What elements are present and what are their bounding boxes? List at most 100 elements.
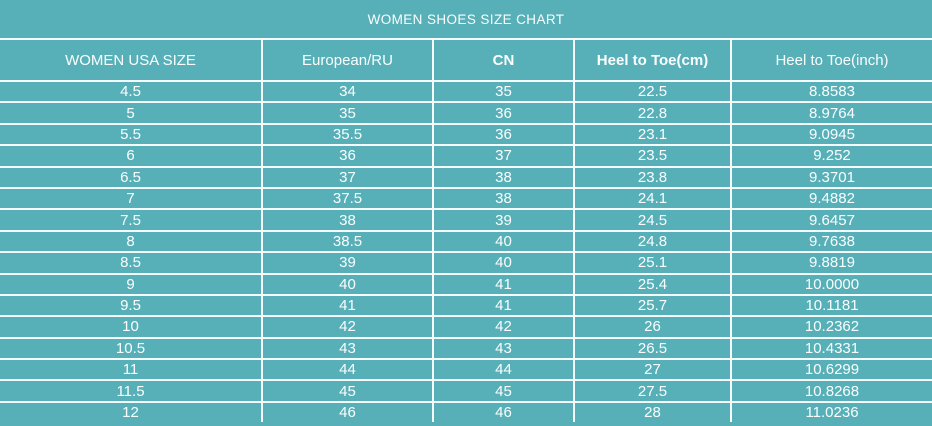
table-cell: 7.5 [0,208,263,232]
table-cell: 40 [432,251,575,275]
table-cell: 10.1181 [730,293,932,318]
table-cell: 8.5 [0,251,263,275]
table-cell: 10 [0,315,263,339]
column-header: Heel to Toe(inch) [730,38,932,82]
table-cell: 25.7 [573,293,732,318]
table-cell: 42 [261,315,434,339]
table-cell: 37 [261,165,434,189]
table-cell: 7 [0,186,263,211]
table-cell: 27.5 [573,379,732,403]
table-cell: 8.9764 [730,101,932,125]
table-cell: 38 [261,208,434,232]
table-cell: 43 [261,336,434,361]
table-row: 11 44 44 27 10.6299 [0,358,932,382]
table-cell: 10.0000 [730,272,932,296]
table-cell: 5 [0,101,263,125]
table-cell: 23.1 [573,122,732,147]
table-cell: 10.6299 [730,358,932,382]
column-header: CN [432,38,575,82]
table-cell: 8.8583 [730,79,932,104]
table-cell: 4.5 [0,79,263,104]
table-cell: 44 [432,358,575,382]
table-cell: 11 [0,358,263,382]
table-row: 4.5 34 35 22.5 8.8583 [0,79,932,104]
table-cell: 9.4882 [730,186,932,211]
table-cell: 10.8268 [730,379,932,403]
table-cell: 26.5 [573,336,732,361]
header-row: WOMEN USA SIZE European/RU CN Heel to Toe(c… [0,38,932,82]
table-cell: 12 [0,400,263,423]
table-cell: 10.4331 [730,336,932,361]
table-cell: 9.6457 [730,208,932,232]
table-cell: 36 [261,144,434,168]
table-cell: 9.3701 [730,165,932,189]
table-cell: 38.5 [261,229,434,254]
table-cell: 6 [0,144,263,168]
table-cell: 41 [261,293,434,318]
size-table: WOMEN USA SIZE European/RU CN Heel to Toe(c… [0,38,932,423]
table-cell: 10.5 [0,336,263,361]
table-row: 5.5 35.5 36 23.1 9.0945 [0,122,932,147]
column-header: Heel to Toe(cm) [573,38,732,82]
table-cell: 36 [432,122,575,147]
table-cell: 27 [573,358,732,382]
table-cell: 34 [261,79,434,104]
table-cell: 37 [432,144,575,168]
table-cell: 9.5 [0,293,263,318]
table-cell: 46 [261,400,434,423]
table-row: 11.5 45 45 27.5 10.8268 [0,379,932,403]
table-row: 9.5 41 41 25.7 10.1181 [0,293,932,318]
table-row: 5 35 36 22.8 8.9764 [0,101,932,125]
column-header: WOMEN USA SIZE [0,38,263,82]
table-cell: 40 [261,272,434,296]
table-cell: 10.2362 [730,315,932,339]
table-row: 7.5 38 39 24.5 9.6457 [0,208,932,232]
table-row: 6 36 37 23.5 9.252 [0,144,932,168]
table-cell: 11.5 [0,379,263,403]
table-cell: 9.8819 [730,251,932,275]
table-cell: 24.5 [573,208,732,232]
table-cell: 9.252 [730,144,932,168]
table-cell: 9 [0,272,263,296]
table-cell: 36 [432,101,575,125]
table-cell: 37.5 [261,186,434,211]
table-cell: 9.0945 [730,122,932,147]
chart-title: WOMEN SHOES SIZE CHART [367,11,565,27]
table-cell: 41 [432,272,575,296]
table-cell: 35 [432,79,575,104]
table-row: 10.5 43 43 26.5 10.4331 [0,336,932,361]
table-row: 6.5 37 38 23.8 9.3701 [0,165,932,189]
table-cell: 23.5 [573,144,732,168]
table-cell: 38 [432,186,575,211]
table-cell: 39 [432,208,575,232]
table-cell: 25.4 [573,272,732,296]
table-row: 10 42 42 26 10.2362 [0,315,932,339]
table-cell: 24.8 [573,229,732,254]
table-cell: 11.0236 [730,400,932,423]
table-cell: 25.1 [573,251,732,275]
table-row: 9 40 41 25.4 10.0000 [0,272,932,296]
table-cell: 39 [261,251,434,275]
table-cell: 40 [432,229,575,254]
table-cell: 5.5 [0,122,263,147]
table-cell: 6.5 [0,165,263,189]
table-cell: 38 [432,165,575,189]
table-cell: 43 [432,336,575,361]
table-cell: 8 [0,229,263,254]
table-cell: 26 [573,315,732,339]
column-header: European/RU [261,38,434,82]
table-cell: 46 [432,400,575,423]
table-cell: 9.7638 [730,229,932,254]
table-cell: 45 [432,379,575,403]
table-cell: 35 [261,101,434,125]
table-cell: 41 [432,293,575,318]
table-row: 8 38.5 40 24.8 9.7638 [0,229,932,254]
table-row: 7 37.5 38 24.1 9.4882 [0,186,932,211]
table-cell: 23.8 [573,165,732,189]
table-row: 12 46 46 28 11.0236 [0,400,932,423]
table-cell: 45 [261,379,434,403]
table-cell: 22.5 [573,79,732,104]
table-cell: 42 [432,315,575,339]
table-cell: 22.8 [573,101,732,125]
